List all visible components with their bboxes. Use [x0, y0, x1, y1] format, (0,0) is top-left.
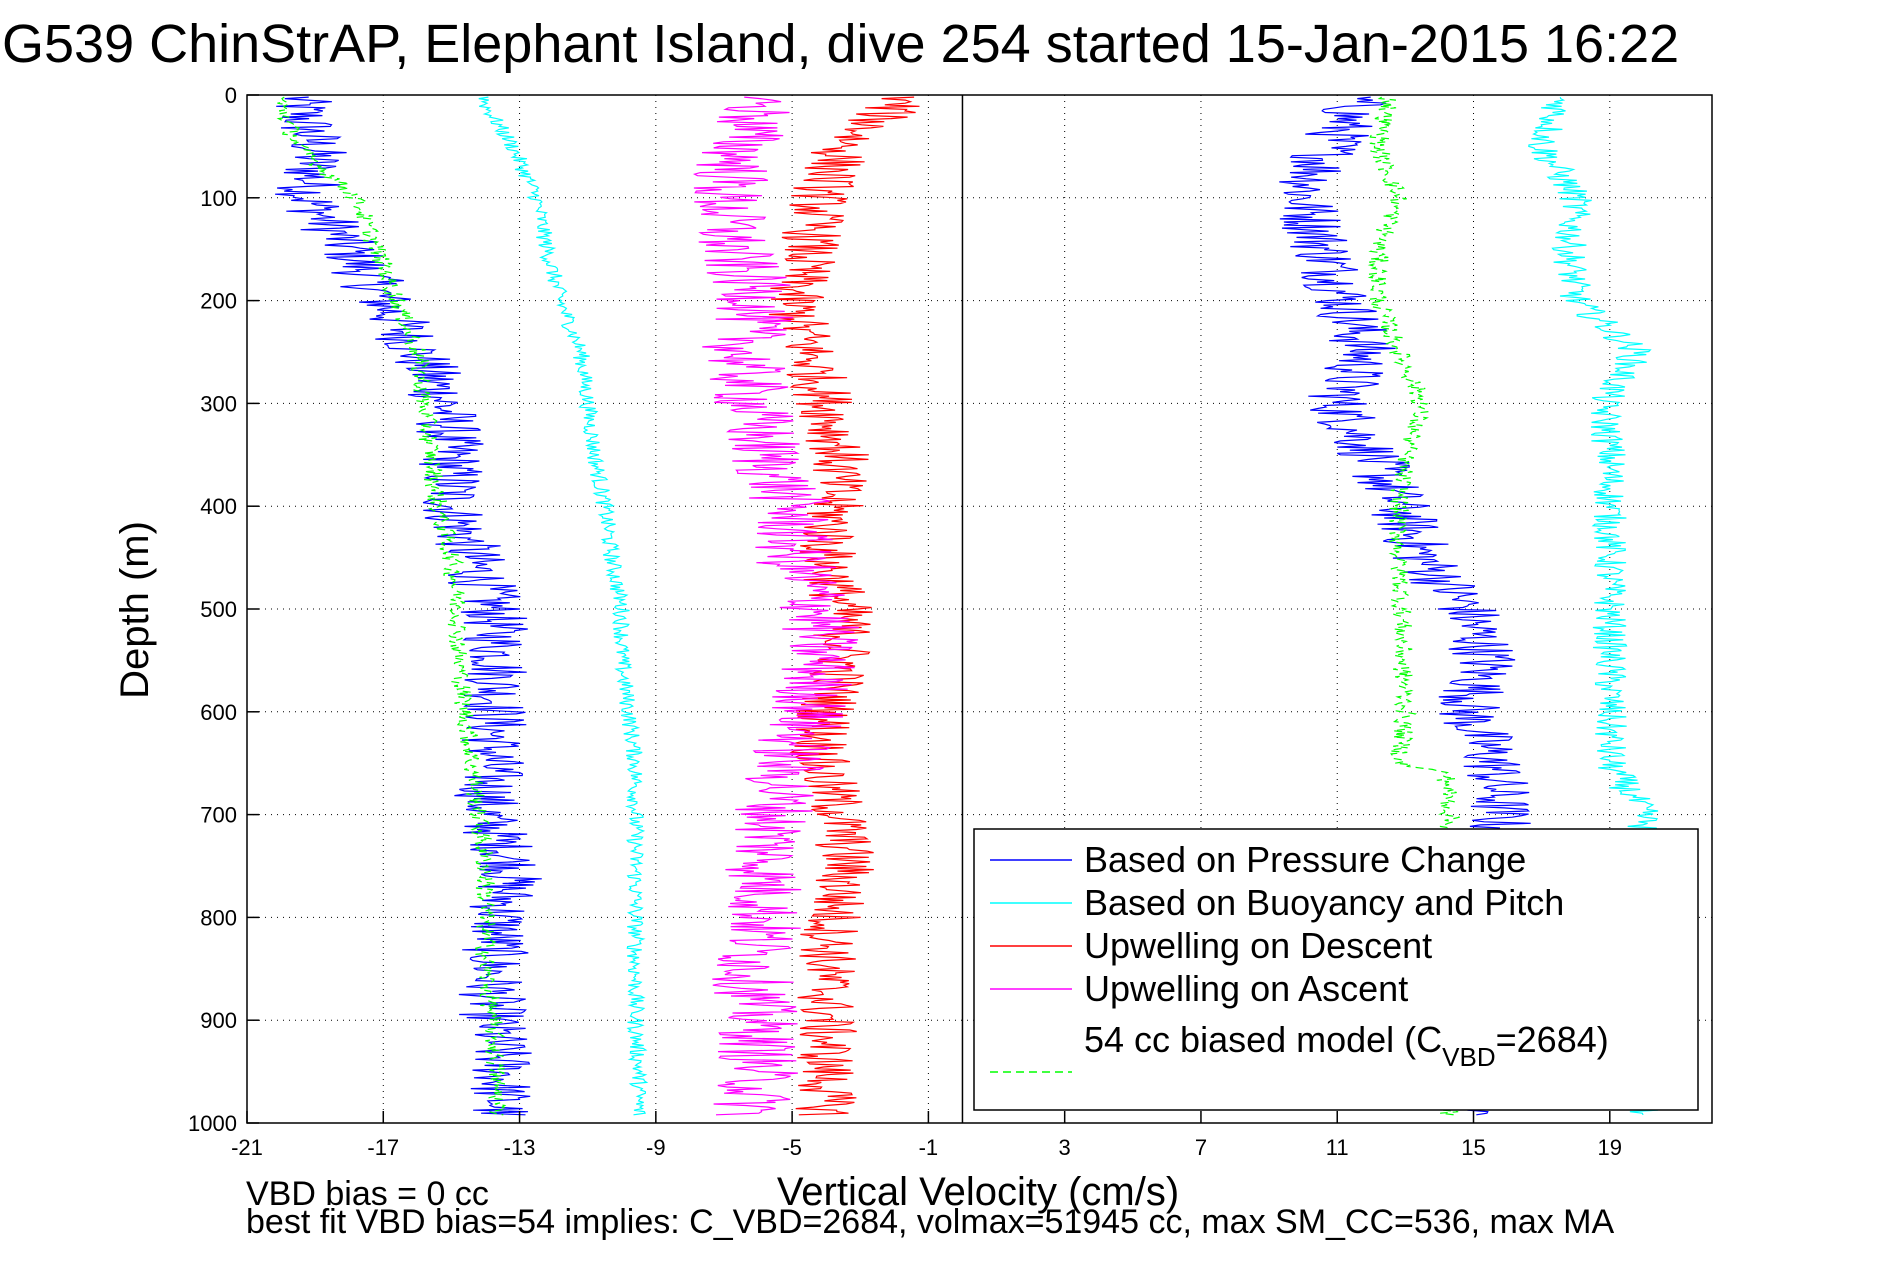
- x-tick-label: 15: [1461, 1135, 1485, 1160]
- x-tick-label: -17: [367, 1135, 399, 1160]
- legend-label: Upwelling on Ascent: [1084, 968, 1408, 1009]
- series-line-5: [692, 96, 859, 1116]
- y-tick-label: 200: [200, 289, 237, 314]
- series-line-4: [768, 96, 920, 1116]
- y-tick-label: 500: [200, 597, 237, 622]
- y-tick-label: 0: [225, 83, 237, 108]
- x-tick-label: -9: [646, 1135, 666, 1160]
- y-tick-label: 100: [200, 186, 237, 211]
- x-tick-label: 19: [1598, 1135, 1622, 1160]
- chart-title: G539 ChinStrAP, Elephant Island, dive 25…: [2, 14, 1679, 74]
- series-line-2: [478, 96, 649, 1116]
- x-axis-label: Vertical Velocity (cm/s): [777, 1170, 1179, 1214]
- legend-label: Upwelling on Descent: [1084, 925, 1432, 966]
- x-tick-label: 7: [1195, 1135, 1207, 1160]
- x-tick-label: 3: [1059, 1135, 1071, 1160]
- legend-label: Based on Pressure Change: [1084, 839, 1526, 880]
- series-line-6: [276, 96, 509, 1116]
- y-tick-label: 800: [200, 905, 237, 930]
- x-axis-ticks: -21 -17 -13 -9 -5 -1 3 7 11 15 19: [231, 1111, 1622, 1160]
- legend-label: 54 cc biased model (CVBD=2684): [1084, 1019, 1609, 1072]
- y-tick-label: 600: [200, 700, 237, 725]
- legend-label: Based on Buoyancy and Pitch: [1084, 882, 1564, 923]
- y-tick-label: 900: [200, 1008, 237, 1033]
- y-axis-label: Depth (m): [113, 521, 157, 699]
- y-tick-label: 700: [200, 803, 237, 828]
- series-line-0: [275, 96, 542, 1116]
- x-tick-label: -5: [782, 1135, 802, 1160]
- x-tick-label: 11: [1326, 1135, 1349, 1160]
- legend-box: [973, 828, 1699, 1111]
- y-tick-label: 1000: [188, 1111, 237, 1136]
- best-fit-note: best fit VBD bias=54 implies: C_VBD=2684…: [246, 1203, 1615, 1241]
- y-axis-ticks: 0 100 200 300 400 500 600 700 800 900 1000: [188, 83, 259, 1136]
- y-tick-label: 300: [200, 391, 237, 416]
- x-tick-label: -1: [919, 1135, 939, 1160]
- x-tick-label: -13: [504, 1135, 536, 1160]
- y-tick-label: 400: [200, 494, 237, 519]
- vbd-bias-note: VBD bias = 0 cc: [246, 1175, 489, 1213]
- x-tick-label: -21: [231, 1135, 263, 1160]
